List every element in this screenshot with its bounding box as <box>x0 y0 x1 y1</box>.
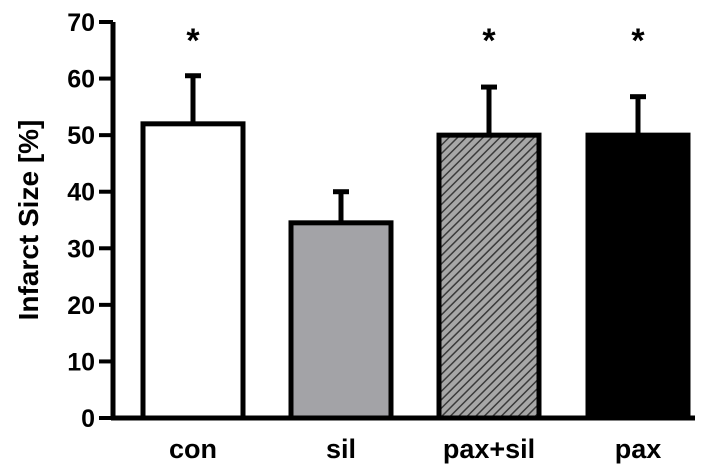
y-tick-label: 70 <box>67 9 95 37</box>
bar-pax+sil <box>436 132 542 421</box>
y-tick-label: 10 <box>67 348 95 376</box>
y-tick-label: 60 <box>67 66 95 94</box>
bar-sil <box>288 220 394 421</box>
x-tick-label-pax+sil: pax+sil <box>443 434 535 464</box>
y-tick-label: 40 <box>67 179 95 207</box>
y-tick-label: 0 <box>81 405 95 433</box>
significance-marker-pax: * <box>631 22 645 60</box>
x-tick-label-sil: sil <box>326 434 356 464</box>
significance-marker-con: * <box>186 22 200 60</box>
y-axis-title: Infarct Size [%] <box>13 120 44 321</box>
x-tick-label-con: con <box>169 434 217 464</box>
bar-pax <box>585 132 691 421</box>
y-tick-label: 30 <box>67 235 95 263</box>
x-tick-label-pax: pax <box>615 434 662 464</box>
significance-marker-pax+sil: * <box>482 22 496 60</box>
plot-area: 0 10 20 30 40 50 60 70 con * sil pax+sil * pax * <box>67 9 695 464</box>
y-tick-label: 50 <box>67 122 95 150</box>
bar-con <box>140 121 246 421</box>
y-tick-label: 20 <box>67 292 95 320</box>
